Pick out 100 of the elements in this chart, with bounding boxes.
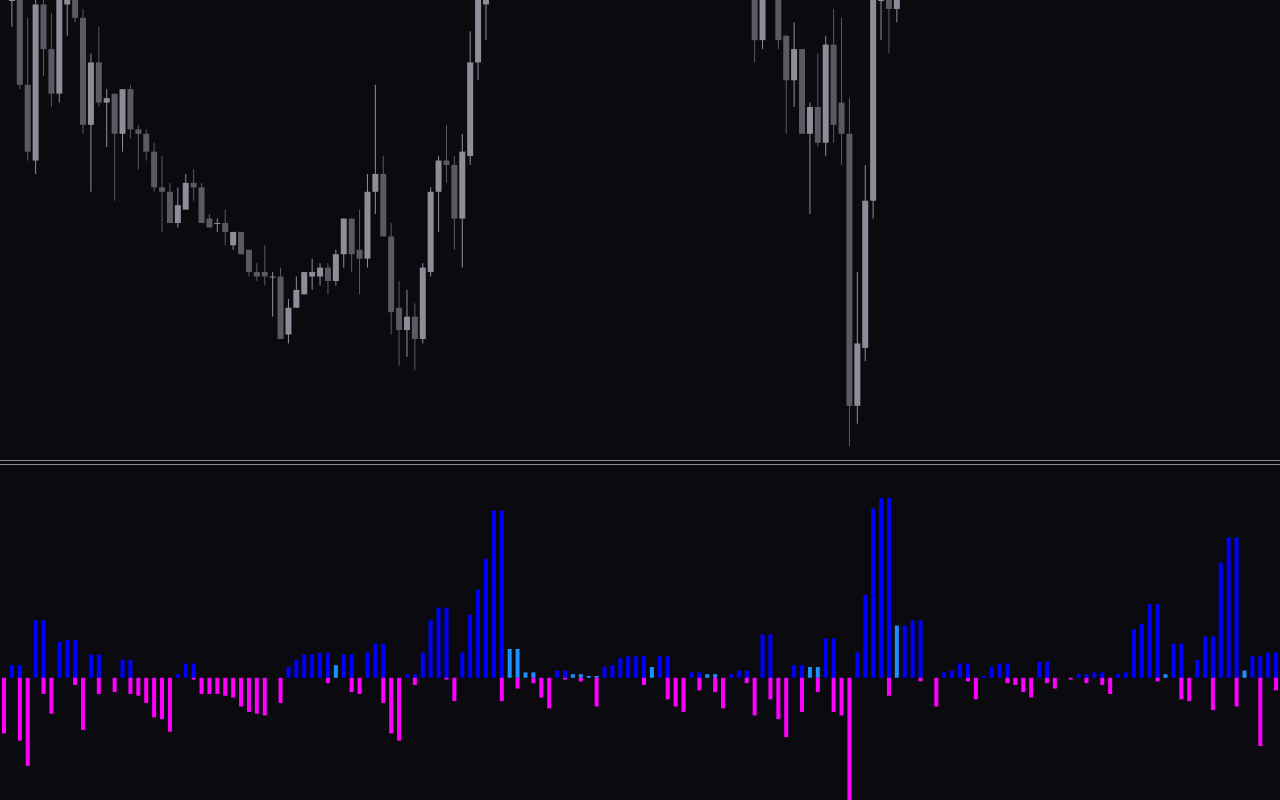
bar xyxy=(649,666,654,678)
bar xyxy=(246,677,251,712)
bar xyxy=(610,665,615,678)
bar xyxy=(515,677,520,689)
bar xyxy=(183,663,188,678)
bar xyxy=(1029,677,1034,698)
bar xyxy=(965,663,970,678)
bar xyxy=(73,677,78,685)
bar xyxy=(412,674,417,678)
bar xyxy=(17,665,22,678)
bar xyxy=(1155,604,1160,678)
bar xyxy=(1171,643,1176,678)
bar xyxy=(665,677,670,700)
bar xyxy=(618,657,623,678)
bar xyxy=(381,677,386,703)
bar xyxy=(325,652,330,678)
bar xyxy=(120,659,125,678)
bar xyxy=(800,677,805,712)
bar xyxy=(57,641,62,678)
candlestick xyxy=(799,49,806,134)
bar xyxy=(855,652,860,678)
bar xyxy=(349,654,354,678)
bar xyxy=(523,672,528,678)
bar xyxy=(1210,636,1215,678)
bar xyxy=(744,670,749,678)
candlestick xyxy=(309,258,316,290)
bar xyxy=(1274,652,1279,678)
bar xyxy=(262,677,267,716)
bar xyxy=(1084,674,1089,678)
bar xyxy=(705,674,710,678)
bar xyxy=(886,677,891,696)
bar xyxy=(815,666,820,678)
bar xyxy=(950,670,955,678)
candlestick xyxy=(301,272,308,295)
bar xyxy=(713,677,718,693)
bar xyxy=(428,620,433,678)
bar xyxy=(871,508,876,678)
bar xyxy=(1234,537,1239,678)
bar xyxy=(1092,672,1097,678)
bar xyxy=(96,677,101,694)
bar xyxy=(436,607,441,678)
bar xyxy=(1044,677,1049,684)
bar xyxy=(1076,674,1081,678)
bar xyxy=(1052,677,1057,689)
bar xyxy=(602,666,607,678)
bar xyxy=(381,643,386,678)
bar xyxy=(1013,677,1018,685)
bar xyxy=(547,677,552,709)
bar xyxy=(918,620,923,678)
bar xyxy=(657,656,662,678)
bar xyxy=(318,652,323,678)
bar xyxy=(349,677,354,693)
bar xyxy=(531,677,536,684)
bar xyxy=(642,656,646,678)
bar xyxy=(1234,677,1239,707)
bar xyxy=(1100,672,1105,678)
bar xyxy=(681,677,686,712)
bar xyxy=(847,677,852,800)
bar xyxy=(215,677,220,694)
bar xyxy=(958,663,963,678)
candlestick xyxy=(103,89,110,148)
bar xyxy=(594,677,599,707)
bar xyxy=(499,510,504,678)
bar xyxy=(96,654,101,678)
candlestick xyxy=(253,263,260,281)
bar xyxy=(25,677,30,766)
bar xyxy=(531,672,536,678)
bar xyxy=(894,625,899,678)
bar xyxy=(207,677,212,694)
bar xyxy=(286,666,291,678)
bar xyxy=(800,665,805,678)
bar xyxy=(760,634,765,678)
bar xyxy=(278,677,283,703)
bar xyxy=(910,620,915,678)
bar xyxy=(357,677,362,694)
bar xyxy=(460,652,465,678)
bar xyxy=(863,595,868,678)
candlestick xyxy=(238,231,245,255)
bar xyxy=(1021,677,1026,693)
bar xyxy=(452,677,457,702)
bar xyxy=(65,640,70,678)
bar xyxy=(152,677,157,718)
bar xyxy=(886,498,891,678)
bar xyxy=(736,670,741,678)
bar xyxy=(483,559,488,678)
bar xyxy=(294,659,299,678)
bar xyxy=(199,677,204,694)
bar xyxy=(934,677,939,707)
bar xyxy=(160,677,165,720)
bar xyxy=(1044,661,1049,678)
candlestick xyxy=(159,156,166,232)
bar xyxy=(1005,677,1010,684)
bar xyxy=(41,620,46,678)
bar xyxy=(81,677,86,730)
bar xyxy=(1123,672,1128,678)
bar xyxy=(1210,677,1215,711)
bar xyxy=(491,510,496,678)
bar xyxy=(191,663,196,678)
bar xyxy=(815,677,820,693)
bar xyxy=(144,677,149,703)
